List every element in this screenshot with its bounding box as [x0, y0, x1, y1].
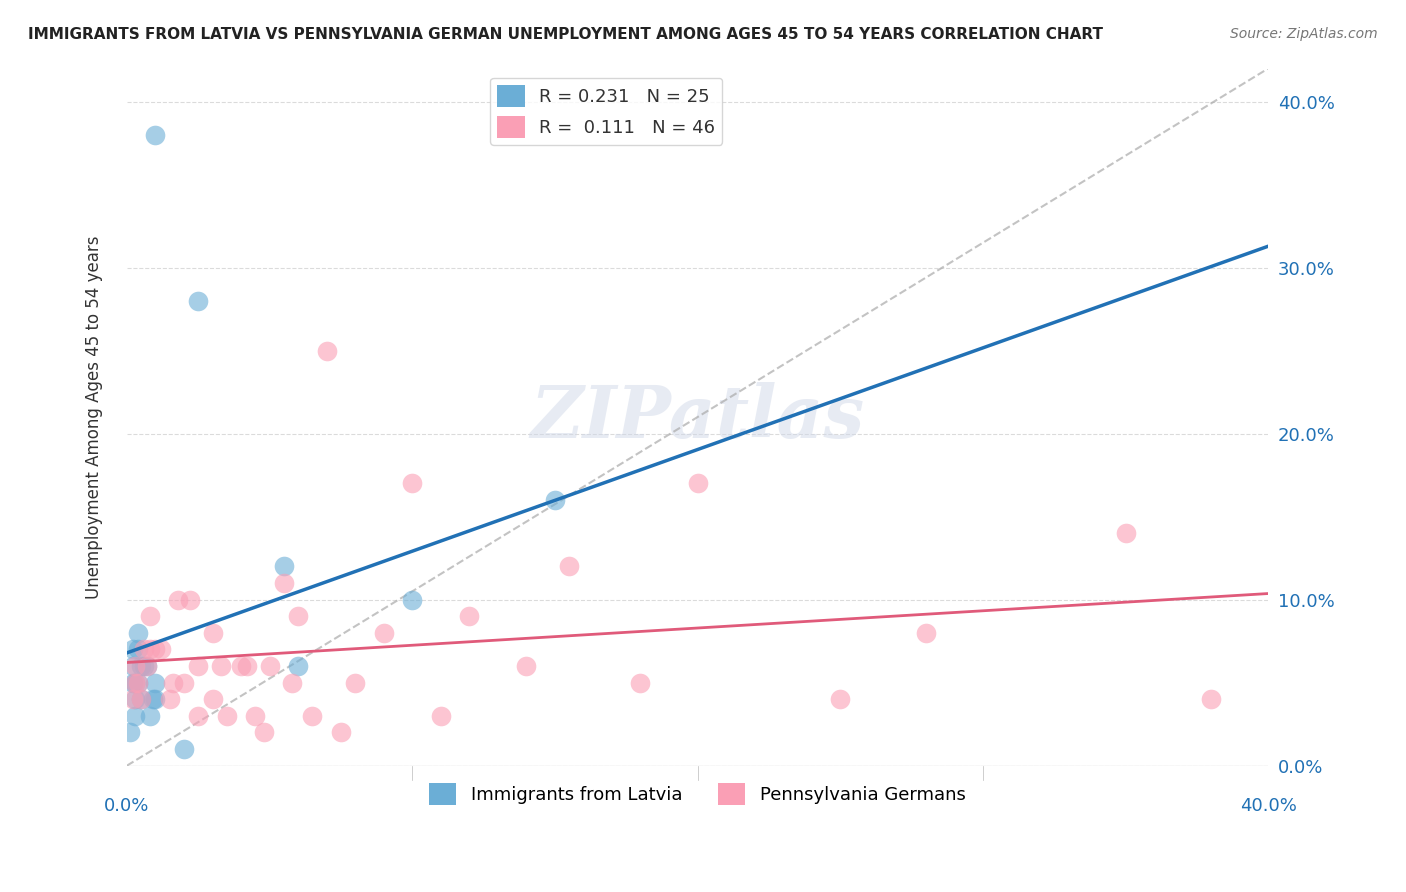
Point [315, 343, 337, 358]
Text: IMMIGRANTS FROM LATVIA VS PENNSYLVANIA GERMAN UNEMPLOYMENT AMONG AGES 45 TO 54 Y: IMMIGRANTS FROM LATVIA VS PENNSYLVANIA G… [28, 27, 1104, 42]
Point [215, 709, 238, 723]
Point [301, 709, 323, 723]
Point [429, 709, 451, 723]
Point [138, 709, 160, 723]
Point [121, 675, 143, 690]
Point [145, 692, 167, 706]
Point [253, 725, 276, 739]
Point [150, 642, 173, 657]
Point [145, 128, 167, 142]
Point [515, 659, 537, 673]
Point [124, 675, 146, 690]
Point [187, 709, 209, 723]
Point [686, 476, 709, 491]
Point [173, 742, 195, 756]
Legend: Immigrants from Latvia, Pennsylvania Germans: Immigrants from Latvia, Pennsylvania Ger… [422, 776, 973, 813]
Point [121, 692, 143, 706]
Point [287, 609, 309, 624]
Point [259, 659, 281, 673]
Y-axis label: Unemployment Among Ages 45 to 54 years: Unemployment Among Ages 45 to 54 years [86, 235, 103, 599]
Point [135, 659, 157, 673]
Point [145, 675, 167, 690]
Point [273, 559, 295, 574]
Point [135, 659, 157, 673]
Point [121, 659, 143, 673]
Point [124, 675, 146, 690]
Point [558, 559, 581, 574]
Point [121, 642, 143, 657]
Point [129, 659, 152, 673]
Point [124, 709, 146, 723]
Point [173, 675, 195, 690]
Text: 40.0%: 40.0% [1240, 797, 1296, 815]
Point [273, 576, 295, 591]
Point [329, 725, 352, 739]
Point [235, 659, 257, 673]
Point [830, 692, 852, 706]
Point [209, 659, 232, 673]
Point [344, 675, 367, 690]
Point [127, 642, 149, 657]
Point [162, 675, 184, 690]
Point [401, 592, 423, 607]
Point [281, 675, 304, 690]
Point [129, 692, 152, 706]
Point [1199, 692, 1222, 706]
Point [401, 476, 423, 491]
Point [187, 293, 209, 308]
Point [118, 725, 141, 739]
Point [132, 642, 155, 657]
Text: 0.0%: 0.0% [104, 797, 149, 815]
Point [179, 592, 201, 607]
Point [127, 675, 149, 690]
Point [124, 692, 146, 706]
Point [132, 659, 155, 673]
Point [142, 692, 165, 706]
Point [167, 592, 190, 607]
Point [914, 625, 936, 640]
Point [544, 493, 567, 508]
Point [127, 625, 149, 640]
Point [187, 659, 209, 673]
Point [159, 692, 181, 706]
Point [201, 692, 224, 706]
Point [630, 675, 652, 690]
Text: ZIPatlas: ZIPatlas [530, 382, 865, 452]
Point [245, 709, 267, 723]
Text: Source: ZipAtlas.com: Source: ZipAtlas.com [1230, 27, 1378, 41]
Point [127, 675, 149, 690]
Point [201, 625, 224, 640]
Point [129, 692, 152, 706]
Point [145, 642, 167, 657]
Point [124, 659, 146, 673]
Point [287, 659, 309, 673]
Point [1115, 526, 1137, 541]
Point [458, 609, 481, 624]
Point [373, 625, 395, 640]
Point [138, 642, 160, 657]
Point [138, 609, 160, 624]
Point [229, 659, 252, 673]
